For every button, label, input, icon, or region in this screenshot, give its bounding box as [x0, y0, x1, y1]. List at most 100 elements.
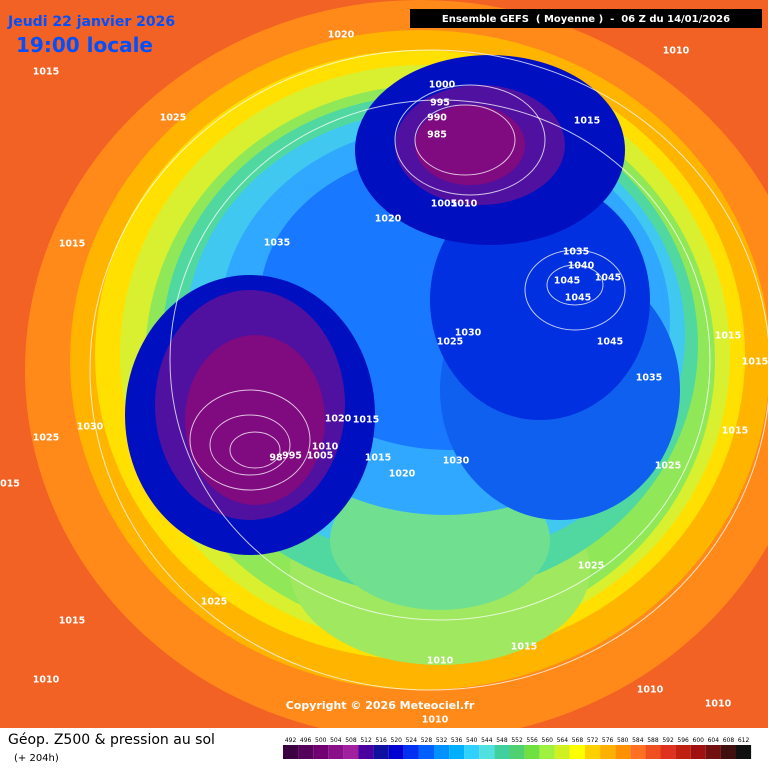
scale-label: 576: [602, 737, 614, 744]
isobar-label: 1035: [636, 373, 662, 384]
scale-label: 504: [330, 737, 342, 744]
copyright: Copyright © 2026 Meteociel.fr: [286, 699, 475, 712]
isobar-label: 990: [427, 113, 447, 124]
scale-swatch: [418, 745, 434, 759]
scale-label: 552: [511, 737, 523, 744]
scale-label: 604: [708, 737, 720, 744]
local-time: 19:00 locale: [16, 33, 153, 57]
isobar-label: 1030: [443, 456, 470, 467]
scale-label: 608: [723, 737, 735, 744]
scale-label: 524: [406, 737, 418, 744]
scale-swatch: [403, 745, 419, 759]
scale-label: 584: [632, 737, 644, 744]
footer-title: Géop. Z500 & pression au sol: [8, 732, 215, 748]
isobar-label: 1030: [77, 422, 104, 433]
isobar-label: 1015: [715, 331, 741, 342]
isobar-label: 995: [282, 451, 302, 462]
isobar-label: 1015: [59, 616, 85, 627]
isobar-label: 1015: [365, 453, 391, 464]
scale-label: 532: [436, 737, 448, 744]
scale-label: 520: [391, 737, 403, 744]
isobar-label: 985: [427, 130, 447, 141]
isobar-label: 1015: [353, 415, 379, 426]
scale-swatch: [554, 745, 570, 759]
scale-swatch: [705, 745, 721, 759]
scale-label: 596: [677, 737, 689, 744]
scale-swatch: [690, 745, 706, 759]
scale-swatch: [464, 745, 480, 759]
scale-label: 564: [557, 737, 569, 744]
isobar-labels: 1020101510101025100099599098510151020100…: [0, 30, 768, 726]
scale-label: 580: [617, 737, 629, 744]
forecast-date: Jeudi 22 janvier 2026: [7, 14, 175, 30]
scale-swatch: [283, 745, 299, 759]
scale-swatch: [600, 745, 616, 759]
scale-label: 528: [421, 737, 433, 744]
scale-label: 512: [360, 737, 372, 744]
isobar-label: 1020: [375, 214, 402, 225]
isobar-label: 1030: [455, 328, 482, 339]
isobar-label: 015: [0, 479, 20, 490]
isobar-label: 1010: [312, 442, 339, 453]
isobar-label: 1005: [307, 451, 333, 462]
scale-label: 572: [587, 737, 599, 744]
forecast-lead: (+ 204h): [14, 753, 59, 764]
run-info: Ensemble GEFS ( Moyenne ) - 06 Z du 14/0…: [442, 14, 730, 25]
scale-label: 600: [693, 737, 705, 744]
scale-label: 544: [481, 737, 493, 744]
scale-label: 612: [738, 737, 750, 744]
isobar-label: 1010: [427, 656, 454, 667]
scale-label: 560: [542, 737, 554, 744]
scale-swatch: [388, 745, 404, 759]
isobar-label: 1045: [597, 337, 623, 348]
isobar-label: 1035: [563, 247, 589, 258]
isobar-label: 1015: [59, 239, 85, 250]
scale-swatch: [569, 745, 585, 759]
scale-label: 496: [300, 737, 312, 744]
isobar-label: 1015: [742, 357, 768, 368]
isobar-label: 1025: [33, 433, 59, 444]
isobar-label: 1035: [264, 238, 290, 249]
isobar-label: 995: [430, 98, 450, 109]
scale-swatch: [449, 745, 465, 759]
isobar-label: 1015: [722, 426, 748, 437]
isobar-label: 1020: [389, 469, 416, 480]
isobar-label: 1015: [33, 67, 59, 78]
isobar-label: 1045: [595, 273, 621, 284]
scale-swatch: [434, 745, 450, 759]
isobar-label: 1045: [565, 293, 591, 304]
run-box: [410, 9, 762, 28]
color-scale: 492 496 500 504 508 512 516 520 524 528 532 536 540 5…: [283, 737, 752, 759]
isobar-label: 1025: [578, 561, 604, 572]
scale-swatch: [343, 745, 359, 759]
scale-label: 492: [285, 737, 297, 744]
isobar-label: 1010: [663, 46, 690, 57]
scale-swatch: [524, 745, 540, 759]
scale-swatch: [585, 745, 601, 759]
scale-label: 536: [451, 737, 463, 744]
isobars: [89, 49, 768, 691]
scale-swatch: [675, 745, 691, 759]
scale-label: 556: [526, 737, 538, 744]
scale-swatch: [373, 745, 389, 759]
scale-swatch: [479, 745, 495, 759]
scale-swatch: [313, 745, 329, 759]
scale-swatch: [736, 745, 752, 759]
scale-label: 516: [375, 737, 387, 744]
scale-label: 568: [572, 737, 584, 744]
isobar-label: 1015: [574, 116, 600, 127]
isobar-label: 1010: [33, 675, 60, 686]
isobar-label: 1020: [325, 414, 352, 425]
scale-swatch: [328, 745, 344, 759]
isobar-label: 1020: [328, 30, 355, 41]
scale-label: 548: [496, 737, 508, 744]
isobar-label: 1010: [422, 715, 449, 726]
isobar-label: 1010: [637, 685, 664, 696]
scale-label: 508: [345, 737, 357, 744]
isobar-label: 1045: [554, 276, 580, 287]
isobar-label: 1010: [705, 699, 732, 710]
isobar-label: 1025: [655, 461, 681, 472]
scale-swatch: [539, 745, 555, 759]
scale-swatch: [298, 745, 314, 759]
